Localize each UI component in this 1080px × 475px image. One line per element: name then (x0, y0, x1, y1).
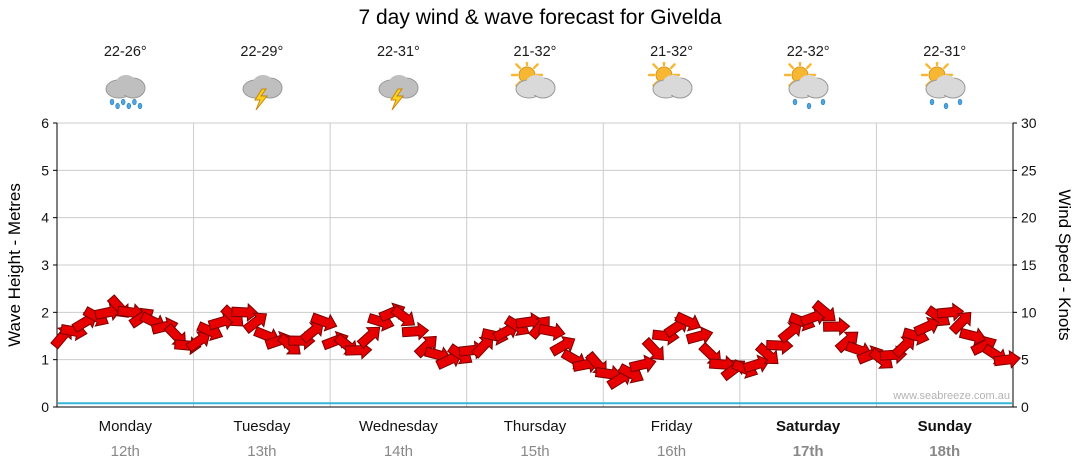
right-tick-label: 25 (1021, 162, 1037, 178)
right-tick-label: 0 (1021, 399, 1029, 415)
temperature-label: 22-29° (240, 44, 284, 60)
partly-cloudy-showers-icon (920, 62, 966, 110)
wind-arrow (970, 335, 997, 356)
day-date-label: 18th (929, 443, 961, 460)
temperature-label: 22-31° (923, 44, 967, 60)
wind-arrow (628, 354, 657, 374)
day-date-label: 16th (656, 443, 687, 460)
wind-arrow (390, 304, 416, 327)
right-tick-label: 15 (1021, 257, 1037, 273)
watermark: www.seabreeze.com.au (893, 390, 1010, 402)
wind-arrow (993, 349, 1021, 369)
wind-arrow (242, 312, 268, 335)
day-date-label: 15th (520, 443, 550, 460)
wind-arrow (470, 335, 494, 359)
right-tick-label: 20 (1021, 210, 1037, 226)
thunderstorm-icon (242, 75, 283, 111)
wind-arrow (936, 302, 965, 322)
rain-icon (105, 75, 146, 110)
wind-arrow (913, 316, 941, 337)
left-tick-label: 2 (41, 304, 49, 320)
partly-cloudy-showers-icon (783, 62, 829, 110)
wind-arrow (401, 321, 430, 341)
wind-arrow (811, 299, 836, 322)
right-tick-label: 30 (1021, 115, 1037, 131)
wind-arrow (299, 322, 324, 344)
wind-arrow (958, 327, 987, 346)
partly-cloudy-icon (647, 62, 693, 99)
left-axis-label: Wave Height - Metres (5, 183, 24, 347)
temperature-label: 22-31° (376, 44, 420, 60)
left-tick-label: 1 (41, 352, 49, 368)
day-name-label: Saturday (776, 418, 841, 435)
day-date-label: 14th (383, 443, 414, 460)
wind-arrow (948, 311, 972, 335)
left-tick-label: 3 (41, 257, 49, 273)
partly-cloudy-icon (510, 62, 556, 99)
day-name-label: Sunday (917, 418, 972, 435)
temperature-label: 22-32° (786, 44, 830, 60)
wind-arrow (834, 331, 859, 354)
right-tick-label: 10 (1021, 304, 1037, 320)
day-date-label: 13th (247, 443, 277, 460)
wind-arrow (356, 326, 381, 349)
left-tick-label: 0 (41, 399, 49, 415)
thunderstorm-icon (378, 75, 419, 111)
right-axis-label: Wind Speed - Knots (1055, 189, 1074, 341)
temperature-label: 21-32° (650, 44, 693, 60)
left-tick-label: 4 (41, 210, 49, 226)
day-name-label: Tuesday (233, 418, 291, 435)
wind-arrow (891, 336, 915, 359)
wind-arrow (685, 326, 714, 345)
day-name-label: Friday (650, 418, 693, 435)
chart-title: 7 day wind & wave forecast for Givelda (358, 6, 722, 29)
wind-arrow (413, 335, 437, 359)
day-date-label: 17th (792, 443, 824, 460)
day-name-label: Thursday (503, 418, 567, 435)
temperature-label: 21-32° (513, 44, 557, 60)
wind-arrow (231, 302, 259, 322)
wind-arrow (674, 311, 702, 332)
wind-arrow (310, 312, 338, 332)
wind-arrow (823, 316, 851, 337)
wind-arrow (754, 342, 779, 365)
temperature-label: 22-26° (103, 44, 147, 60)
left-tick-label: 6 (41, 115, 49, 131)
day-name-label: Wednesday (358, 418, 438, 435)
wind-arrow (537, 322, 566, 342)
wind-arrow (185, 331, 211, 353)
left-tick-label: 5 (41, 162, 49, 178)
day-name-label: Monday (98, 418, 152, 435)
day-date-label: 12th (110, 443, 140, 460)
wind-arrow (641, 336, 664, 361)
wind-arrow (777, 322, 802, 344)
wind-arrow (742, 354, 771, 374)
wind-arrow (549, 335, 576, 357)
right-tick-label: 5 (1021, 352, 1029, 368)
